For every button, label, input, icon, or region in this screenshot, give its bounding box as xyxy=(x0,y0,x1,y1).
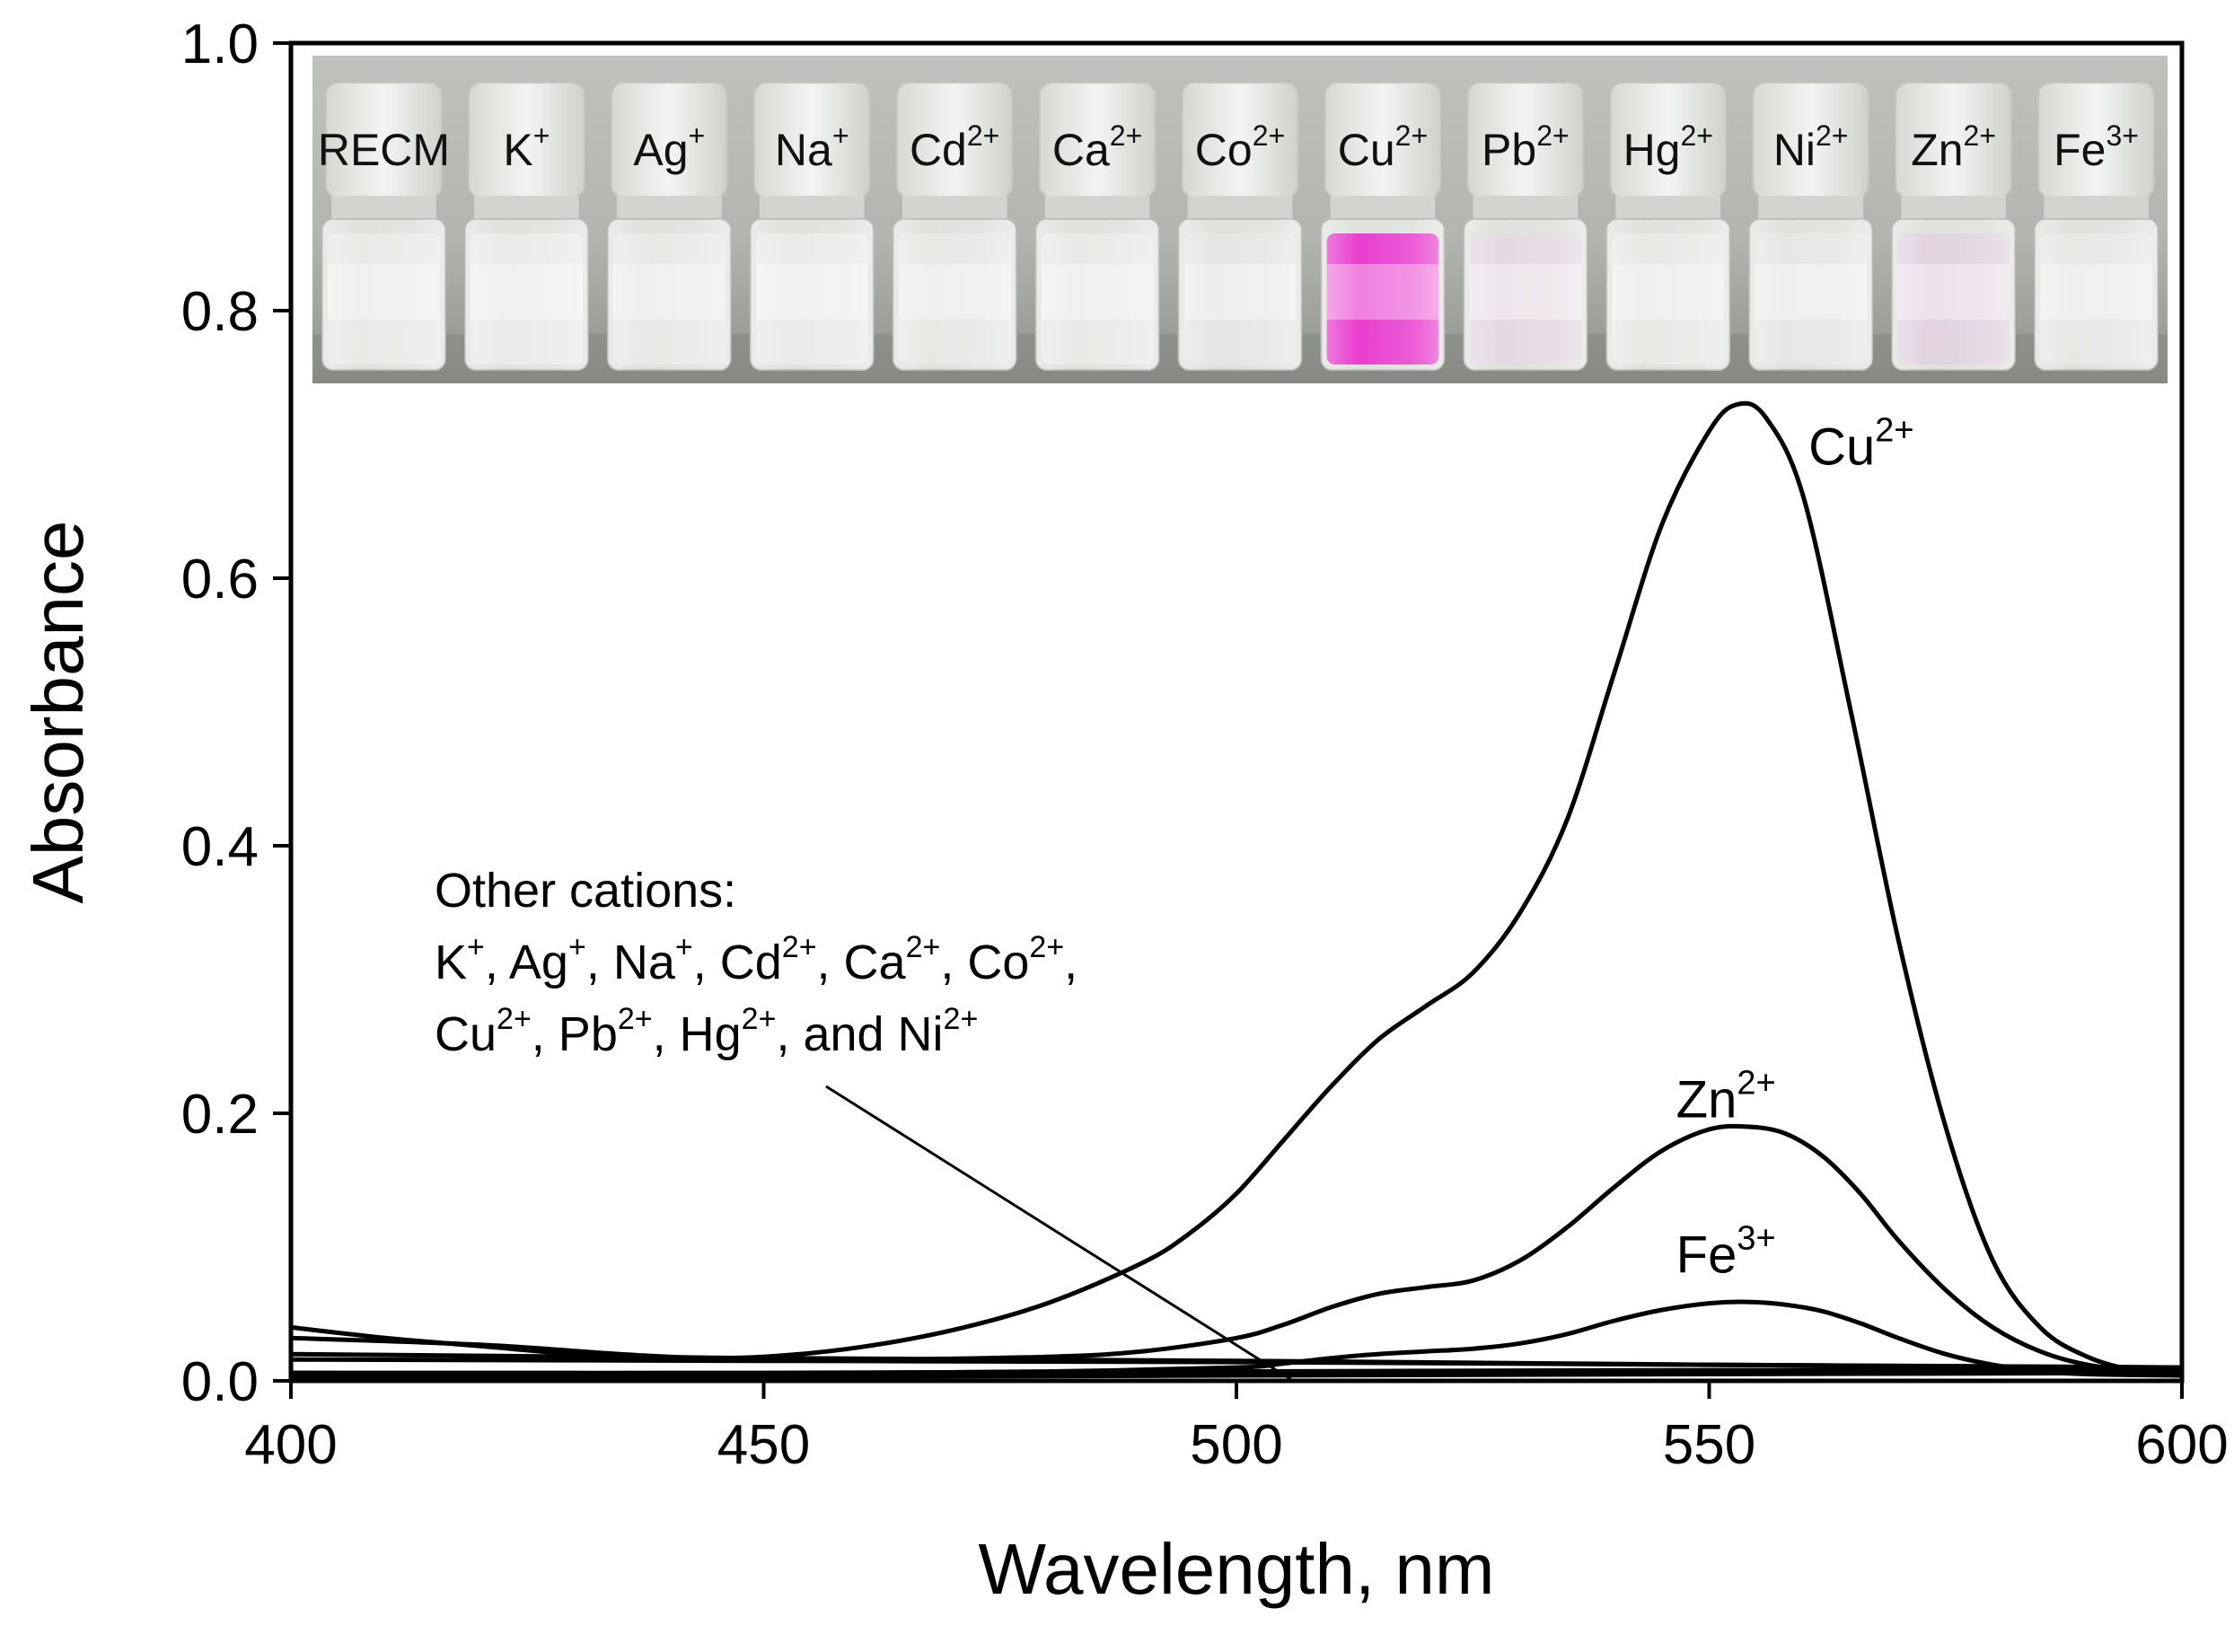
vial: K+​ xyxy=(464,82,589,371)
vial-neck xyxy=(616,196,722,221)
y-tick-label: 0.2 xyxy=(181,1084,259,1146)
vial: Ag+​ xyxy=(606,82,732,371)
y-tick-label: 0.4 xyxy=(181,816,259,878)
x-tick-label: 600 xyxy=(2135,1414,2228,1476)
vial-label: Zn2+​ xyxy=(1911,119,1996,175)
vial-neck xyxy=(759,196,865,221)
curve-label-fe3: Fe3+​ xyxy=(1676,1219,1776,1284)
vial-glass-shine xyxy=(1321,219,1445,370)
curve-label-zn2: Zn2+​ xyxy=(1676,1064,1776,1129)
x-tick-label: 450 xyxy=(717,1414,810,1476)
vial-neck xyxy=(474,196,579,221)
vial-neck xyxy=(1615,196,1721,221)
series-line-other-cations-6 xyxy=(288,1370,2185,1380)
vial-neck xyxy=(1473,196,1579,221)
annotation-line: Other cations: xyxy=(435,864,736,918)
annotation-pointer-line xyxy=(825,1085,1294,1383)
vial-label: Hg2+​ xyxy=(1623,119,1713,175)
vial-label: Na+​ xyxy=(775,119,849,175)
vial: RECM xyxy=(318,82,450,371)
vial-label: RECM xyxy=(318,125,450,175)
vial-neck xyxy=(902,196,1007,221)
annotation-line: K+​, Ag+​, Na+​, Cd2+​, Ca2+​, Co2+​, xyxy=(435,930,1077,989)
vial-glass-shine xyxy=(893,219,1016,370)
vial-glass-shine xyxy=(750,219,874,370)
x-tick-label: 550 xyxy=(1663,1414,1755,1476)
series-line-other-cations-4 xyxy=(288,1357,2185,1370)
vial-label: Ni2+​ xyxy=(1773,119,1849,175)
inset-vial-photo: RECM K+​ Ag+​ Na+​ Cd2+​ Ca2+​ Co2+​ Cu2+​ Pb2+​… xyxy=(312,56,2168,383)
x-tick-label: 500 xyxy=(1190,1414,1282,1476)
series-line-other-cations-5 xyxy=(288,1367,2185,1375)
vial-glass-shine xyxy=(2035,219,2158,370)
vial-label: Ca2+​ xyxy=(1052,119,1142,175)
other-cations-annotation: Other cations: K+​, Ag+​, Na+​, Cd2+​, Ca… xyxy=(435,864,1294,1383)
y-tick-label: 1.0 xyxy=(181,13,259,75)
vial: Fe3+​ xyxy=(2034,82,2159,371)
vial: Ca2+​ xyxy=(1034,82,1160,371)
vial-glass-shine xyxy=(1464,219,1588,370)
vial-glass-shine xyxy=(1892,219,2015,370)
vial-label: Fe3+​ xyxy=(2054,119,2139,175)
vial-neck xyxy=(1758,196,1864,221)
vial-glass-shine xyxy=(1749,219,1873,370)
vial-label: Pb2+​ xyxy=(1482,119,1570,175)
vial-label: Ag+​ xyxy=(633,119,705,175)
vial-neck xyxy=(2044,196,2149,221)
vial: Pb2+​ xyxy=(1463,82,1588,371)
x-axis-title: Wavelength, nm xyxy=(978,1529,1494,1609)
vial: Zn2+​ xyxy=(1891,82,2016,371)
y-tick-label: 0.6 xyxy=(181,549,259,611)
vial-glass-shine xyxy=(465,219,588,370)
annotation-line: Cu2+​, Pb2+​, Hg2+​, and Ni2+​ xyxy=(435,1002,978,1061)
vial-label: Cd2+​ xyxy=(910,119,999,175)
spectra-series xyxy=(288,400,2185,1380)
vial: Cd2+​ xyxy=(892,82,1017,371)
curve-labels: Cu2+​ Zn2+​ Fe3+​ xyxy=(1676,411,1914,1284)
series-line-cu2-0 xyxy=(288,400,2185,1376)
vial-glass-shine xyxy=(322,219,445,370)
vial: Hg2+​ xyxy=(1605,82,1731,371)
vial: Co2+​ xyxy=(1177,82,1303,371)
x-tick-label: 400 xyxy=(244,1414,337,1476)
y-axis-title: Absorbance xyxy=(18,521,98,904)
vial-label: Co2+​ xyxy=(1195,119,1285,175)
vial-label: Cu2+​ xyxy=(1338,119,1428,175)
vial-neck xyxy=(1187,196,1293,221)
vial: Cu2+​ xyxy=(1320,82,1446,371)
vial-neck xyxy=(1901,196,2006,221)
vial-neck xyxy=(1330,196,1436,221)
vial-glass-shine xyxy=(1178,219,1302,370)
vial-label: K+​ xyxy=(503,119,550,175)
axes: 400 450 500 550 600 0.0 0.2 0.4 0.6 0.8 1.0 xyxy=(181,13,2229,1476)
vial-neck xyxy=(1044,196,1150,221)
vial: Na+​ xyxy=(749,82,875,371)
vial-neck xyxy=(331,196,436,221)
vial-glass-shine xyxy=(1606,219,1730,370)
vial-glass-shine xyxy=(607,219,731,370)
vial: Ni2+​ xyxy=(1748,82,1874,371)
curve-label-cu2: Cu2+​ xyxy=(1808,411,1913,476)
vial-glass-shine xyxy=(1035,219,1159,370)
y-tick-label: 0.8 xyxy=(181,281,259,343)
y-tick-label: 0.0 xyxy=(181,1351,259,1413)
